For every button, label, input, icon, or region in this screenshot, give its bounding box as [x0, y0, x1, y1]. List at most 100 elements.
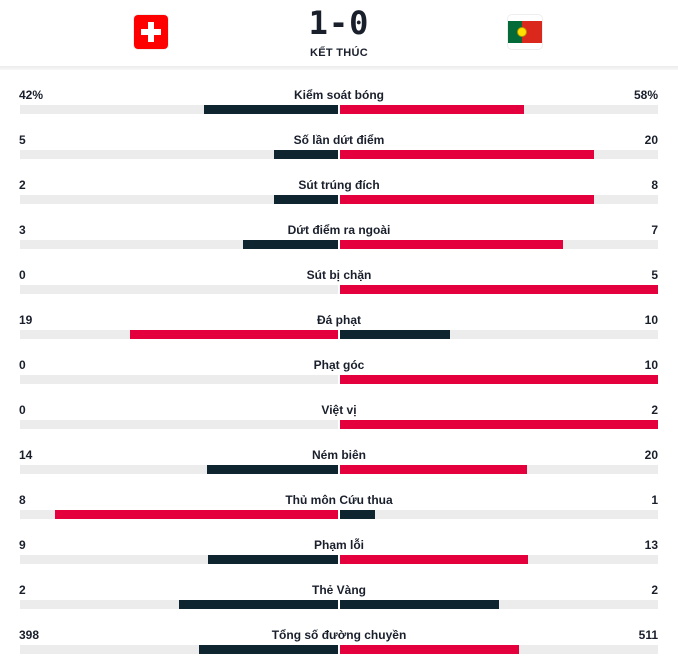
- home-stat-bar: [274, 150, 338, 159]
- away-stat-value: 7: [651, 223, 658, 237]
- home-stat-track: [20, 600, 338, 609]
- away-stat-bar: [340, 510, 375, 519]
- stat-label: Sút trúng đích: [298, 178, 380, 192]
- home-stat-value: 3: [19, 223, 26, 237]
- home-stat-track: [20, 420, 338, 429]
- home-stat-bar: [179, 600, 338, 609]
- away-stat-value: 13: [644, 538, 658, 552]
- stat-label: Dứt điểm ra ngoài: [287, 223, 391, 237]
- stat-label: Việt vị: [321, 403, 357, 417]
- away-stat-track: [340, 330, 658, 339]
- away-stat-track: [340, 555, 658, 564]
- stat-label: Phạt góc: [313, 358, 365, 372]
- stat-label: Thủ môn Cứu thua: [285, 493, 393, 507]
- away-stat-bar: [340, 330, 450, 339]
- switzerland-flag-icon[interactable]: [134, 15, 168, 49]
- home-stat-value: 19: [19, 313, 33, 327]
- home-stat-track: [20, 330, 338, 339]
- home-stat-track: [20, 375, 338, 384]
- home-stat-value: 14: [19, 448, 33, 462]
- away-stat-bar: [340, 240, 563, 249]
- portugal-flag-icon[interactable]: [508, 15, 542, 49]
- header-divider: [0, 66, 678, 70]
- stat-row: 0 Phạt góc 10: [0, 358, 678, 398]
- stat-row: 19 Đá phạt 10: [0, 313, 678, 353]
- home-stat-bar: [243, 240, 338, 249]
- home-stat-value: 2: [19, 178, 26, 192]
- away-stat-track: [340, 420, 658, 429]
- home-stat-bar: [208, 555, 338, 564]
- home-stat-bar: [204, 105, 338, 114]
- stat-row: 14 Ném biên 20: [0, 448, 678, 488]
- home-stat-value: 8: [19, 493, 26, 507]
- away-stat-bar: [340, 600, 499, 609]
- away-stat-bar: [340, 195, 594, 204]
- home-stat-value: 5: [19, 133, 26, 147]
- home-stat-track: [20, 105, 338, 114]
- away-stat-value: 2: [651, 583, 658, 597]
- home-stat-bar: [130, 330, 338, 339]
- away-stat-bar: [340, 555, 528, 564]
- home-stat-bar: [55, 510, 338, 519]
- away-stat-value: 511: [638, 628, 658, 642]
- home-stat-value: 9: [19, 538, 26, 552]
- home-stat-track: [20, 240, 338, 249]
- away-stat-value: 10: [644, 358, 658, 372]
- away-stat-bar: [340, 285, 658, 294]
- away-stat-value: 20: [644, 448, 658, 462]
- stat-row: 9 Phạm lỗi 13: [0, 538, 678, 578]
- away-stat-track: [340, 510, 658, 519]
- home-stat-track: [20, 150, 338, 159]
- stat-label: Ném biên: [311, 448, 366, 462]
- stat-label: Số lần dứt điểm: [293, 133, 385, 147]
- away-stat-value: 5: [651, 268, 658, 282]
- home-stat-value: 2: [19, 583, 26, 597]
- home-stat-track: [20, 645, 338, 654]
- stat-row: 398 Tổng số đường chuyền 511: [0, 628, 678, 668]
- away-stat-bar: [340, 465, 527, 474]
- away-stat-bar: [340, 375, 658, 384]
- home-stat-value: 398: [19, 628, 40, 642]
- home-stat-track: [20, 465, 338, 474]
- away-stat-bar: [340, 645, 519, 654]
- match-score: 1-0: [308, 4, 370, 42]
- home-stat-value: 0: [19, 358, 26, 372]
- away-stat-bar: [340, 105, 524, 114]
- away-stat-value: 2: [651, 403, 658, 417]
- away-stat-value: 10: [644, 313, 658, 327]
- home-stat-value: 0: [19, 403, 26, 417]
- away-stat-value: 1: [651, 493, 658, 507]
- home-stat-track: [20, 555, 338, 564]
- stat-row: 5 Số lần dứt điểm 20: [0, 133, 678, 173]
- away-stat-track: [340, 150, 658, 159]
- away-stat-bar: [340, 420, 658, 429]
- away-stat-track: [340, 285, 658, 294]
- stat-row: 42% Kiểm soát bóng 58%: [0, 88, 678, 128]
- away-stat-track: [340, 645, 658, 654]
- home-stat-track: [20, 195, 338, 204]
- stat-row: 2 Thẻ Vàng 2: [0, 583, 678, 623]
- stat-label: Thẻ Vàng: [311, 583, 366, 597]
- home-stat-bar: [199, 645, 338, 654]
- away-stat-value: 8: [651, 178, 658, 192]
- stat-row: 0 Sút bị chặn 5: [0, 268, 678, 308]
- away-stat-track: [340, 465, 658, 474]
- stat-label: Phạm lỗi: [313, 538, 364, 552]
- stat-label: Đá phạt: [316, 313, 361, 327]
- away-stat-track: [340, 105, 658, 114]
- home-stat-bar: [207, 465, 338, 474]
- stat-label: Kiểm soát bóng: [293, 88, 384, 102]
- stat-row: 2 Sút trúng đích 8: [0, 178, 678, 218]
- home-stat-value: 42%: [19, 88, 44, 102]
- away-stat-bar: [340, 150, 594, 159]
- stat-row: 0 Việt vị 2: [0, 403, 678, 443]
- home-stat-track: [20, 285, 338, 294]
- away-stat-track: [340, 375, 658, 384]
- match-header: 1-0 KẾT THÚC: [0, 0, 678, 66]
- stat-row: 3 Dứt điểm ra ngoài 7: [0, 223, 678, 263]
- stat-label: Tổng số đường chuyền: [271, 628, 407, 642]
- away-stat-track: [340, 240, 658, 249]
- stat-row: 8 Thủ môn Cứu thua 1: [0, 493, 678, 533]
- home-stat-value: 0: [19, 268, 26, 282]
- away-stat-value: 20: [644, 133, 658, 147]
